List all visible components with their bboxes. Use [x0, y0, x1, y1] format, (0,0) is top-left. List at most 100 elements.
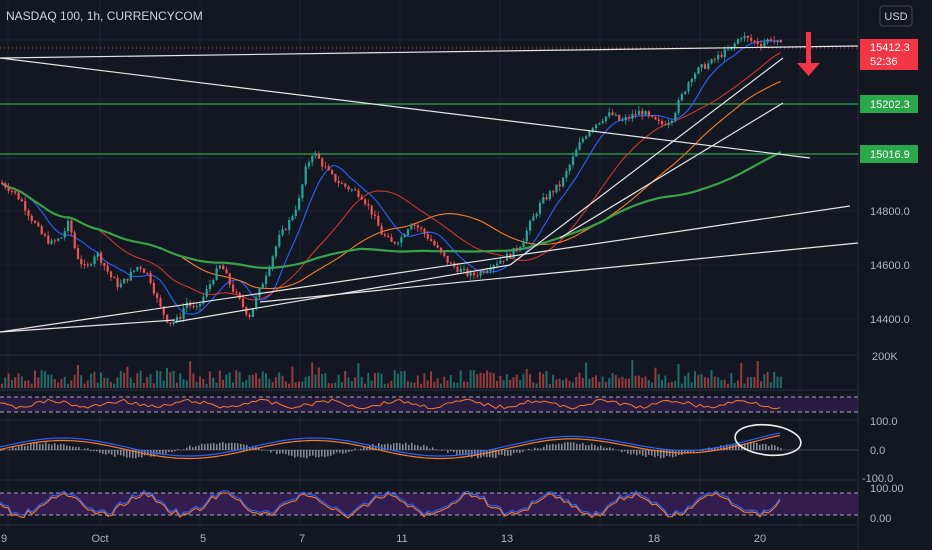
level-tag: [860, 95, 918, 113]
volume-bar: [73, 374, 76, 388]
ma-long-line: [1, 151, 782, 269]
candle-body: [406, 229, 410, 236]
indicator-2-hist: [39, 443, 41, 450]
volume-bar: [746, 377, 749, 388]
volume-bar: [667, 382, 670, 388]
candle-body: [146, 272, 149, 274]
candle-body: [463, 268, 466, 270]
volume-bar: [548, 383, 551, 388]
volume-bar: [337, 374, 340, 388]
indicator-2-hist: [456, 450, 458, 455]
candle-body: [595, 124, 598, 129]
volume-bar: [43, 371, 46, 388]
indicator-2-line-slow: [0, 434, 781, 460]
indicator-2-hist: [33, 442, 35, 450]
candle-body: [634, 114, 637, 116]
volume-bar: [502, 380, 505, 388]
indicator-2-hist: [588, 445, 590, 450]
down-arrow-annotation[interactable]: [797, 32, 820, 76]
volume-bar: [278, 372, 281, 388]
volume-bar: [30, 383, 33, 388]
candle-body: [687, 82, 690, 92]
volume-bar: [7, 373, 10, 388]
candle-body: [258, 288, 261, 298]
volume-bar: [106, 378, 109, 388]
volume-bar: [397, 373, 399, 388]
volume-bar: [769, 382, 772, 388]
candle-body: [103, 263, 106, 266]
indicator-2-hist: [462, 450, 464, 456]
indicator-2-hist: [336, 450, 338, 453]
indicator-2-hist: [312, 450, 314, 456]
volume-bar: [680, 383, 683, 388]
time-axis[interactable]: 9 Oct 5 7 11 13 18 20: [1, 533, 766, 545]
candle-body: [763, 42, 766, 47]
indicator-2-hist: [762, 444, 764, 450]
candle-body: [700, 64, 703, 68]
indicator-2-hist: [744, 443, 746, 450]
candle-body: [238, 292, 241, 299]
indicator-2-hist: [441, 450, 443, 451]
indicator-2-hist: [201, 443, 203, 450]
candles[interactable]: [1, 32, 782, 327]
volume-bar: [344, 370, 347, 388]
indicator-2-hist: [753, 442, 755, 450]
volume-bar: [416, 375, 419, 388]
indicator-2-hist: [447, 450, 449, 453]
volume-bar: [581, 377, 584, 388]
candle-body: [413, 224, 416, 226]
volume-bar: [63, 376, 66, 388]
indicator-2-hist: [771, 444, 773, 450]
indicator-2-hist: [693, 450, 695, 453]
indicator-2-hist: [102, 450, 104, 454]
candle-body: [136, 266, 139, 271]
indicator-2-hist: [498, 450, 500, 455]
trend-line: [259, 242, 859, 303]
volume-bar: [535, 383, 538, 388]
candle-body: [591, 128, 594, 132]
volume-bar: [779, 376, 782, 388]
candle-body: [129, 271, 132, 281]
indicator-2-hist: [504, 450, 506, 456]
candle-body: [354, 189, 357, 191]
indicator-2-hist: [603, 447, 605, 450]
indicator-2-hist: [576, 443, 578, 450]
indicator-2-hist: [543, 446, 545, 450]
horizontal-levels[interactable]: [0, 47, 858, 155]
candle-body: [426, 233, 429, 239]
candle-body: [750, 37, 753, 41]
indicator-2-hist: [318, 450, 320, 458]
indicator-2-hist: [717, 446, 719, 450]
volume-bar: [509, 379, 512, 388]
indicator-2-hist: [429, 448, 431, 450]
price-tick-label: 14400.0: [870, 314, 910, 326]
volume-bar: [172, 370, 175, 388]
indicator-2-hist: [591, 443, 593, 450]
volume-bar: [208, 371, 211, 388]
price-axis[interactable]: 14400.0 14600.0 14800.0 15412.3 52:36 15202.3…: [860, 39, 918, 525]
ellipse-annotation[interactable]: [734, 422, 803, 459]
candle-body: [654, 116, 657, 120]
candle-body: [27, 210, 30, 216]
volume-bar: [70, 380, 73, 388]
candle-body: [740, 38, 743, 40]
indicator-2-hist: [597, 446, 599, 450]
volume-bar: [727, 383, 729, 388]
volume-bar: [694, 371, 696, 388]
candle-body: [585, 136, 588, 139]
indicator-2-hist: [150, 450, 152, 457]
indicator-2-hist: [114, 450, 116, 457]
indicator-2-hist: [582, 443, 584, 450]
candle-body: [753, 40, 756, 42]
candle-body: [578, 142, 581, 150]
indicator-2-hist: [288, 450, 290, 456]
currency-button[interactable]: USD: [879, 5, 913, 27]
candle-body: [565, 171, 568, 178]
candle-body: [314, 153, 317, 157]
volume-bar: [776, 376, 779, 388]
candle-body: [169, 322, 172, 324]
trend-lines[interactable]: [0, 45, 859, 333]
indicator-2-hist: [345, 450, 347, 454]
candle-body: [298, 198, 301, 210]
